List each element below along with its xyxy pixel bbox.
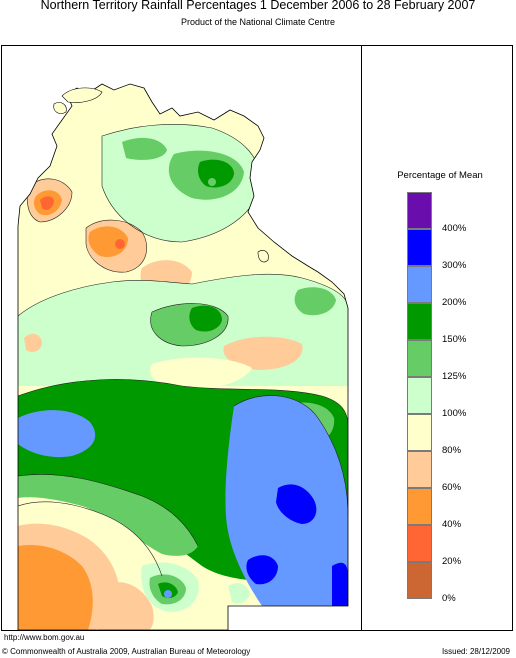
band-125-150-north	[122, 137, 167, 160]
legend-swatch	[407, 562, 432, 599]
legend-tick-label: 200%	[442, 297, 467, 308]
band-125-150-east	[294, 287, 336, 316]
legend-tick-label: 0%	[442, 593, 456, 604]
band-40-60-central-west	[88, 226, 128, 258]
band-60-80-west-small	[24, 333, 42, 352]
nt-coastline	[17, 83, 349, 630]
legend-tick-label: 60%	[442, 482, 462, 493]
band-300-400-south	[246, 555, 278, 585]
legend-swatch	[407, 414, 432, 451]
band-125-arnhem-dot	[208, 178, 216, 186]
band-20-40-central-west	[115, 239, 125, 249]
legend-tick-label: 125%	[442, 371, 467, 382]
band-200-300-alice	[164, 590, 172, 598]
band-150-200-middle	[189, 305, 222, 332]
island-groote	[257, 250, 269, 263]
legend-swatch	[407, 192, 432, 229]
copyright-notice: © Commonwealth of Australia 2009, Austra…	[2, 647, 251, 656]
legend-tick-label: 100%	[442, 408, 467, 419]
band-80-100-middle	[150, 357, 252, 390]
legend-swatch	[407, 451, 432, 488]
band-40-60-south-west	[18, 544, 93, 630]
legend-swatch	[407, 377, 432, 414]
band-100-125-sw-corner	[228, 583, 250, 604]
legend-tick-label: 40%	[442, 519, 462, 530]
figure-frame	[1, 45, 513, 631]
band-60-80-south-central	[98, 582, 154, 630]
island-bathurst	[53, 102, 67, 114]
legend-tick-label: 300%	[442, 260, 467, 271]
legend-tick-label: 400%	[442, 223, 467, 234]
legend-tick-label: 80%	[442, 445, 462, 456]
legend-swatch	[407, 340, 432, 377]
band-300-400-se	[332, 562, 348, 606]
legend-tick-label: 20%	[442, 556, 462, 567]
map-subtitle: Product of the National Climate Centre	[180, 17, 336, 27]
band-150-200-arnhem	[198, 159, 234, 188]
band-60-80-east	[223, 336, 303, 370]
band-125-150-south-west	[18, 474, 198, 556]
contour-lines	[18, 124, 348, 577]
band-20-40-nw	[40, 196, 54, 210]
legend-swatch	[407, 488, 432, 525]
legend-title: Percentage of Mean	[397, 170, 483, 181]
legend-swatch	[407, 303, 432, 340]
issued-date: Issued: 28/12/2009	[441, 647, 510, 656]
rainfall-map	[17, 83, 349, 630]
island-melville	[61, 87, 103, 103]
panel-divider	[361, 45, 362, 631]
band-300-400-lake	[276, 484, 317, 524]
legend-swatch	[407, 266, 432, 303]
legend-swatch	[407, 229, 432, 266]
source-url: http://www.bom.gov.au	[4, 633, 85, 642]
map-title: Northern Territory Rainfall Percentages …	[40, 0, 476, 12]
legend-swatch	[407, 525, 432, 562]
band-200-300-west	[18, 410, 96, 458]
legend-tick-label: 150%	[442, 334, 467, 345]
